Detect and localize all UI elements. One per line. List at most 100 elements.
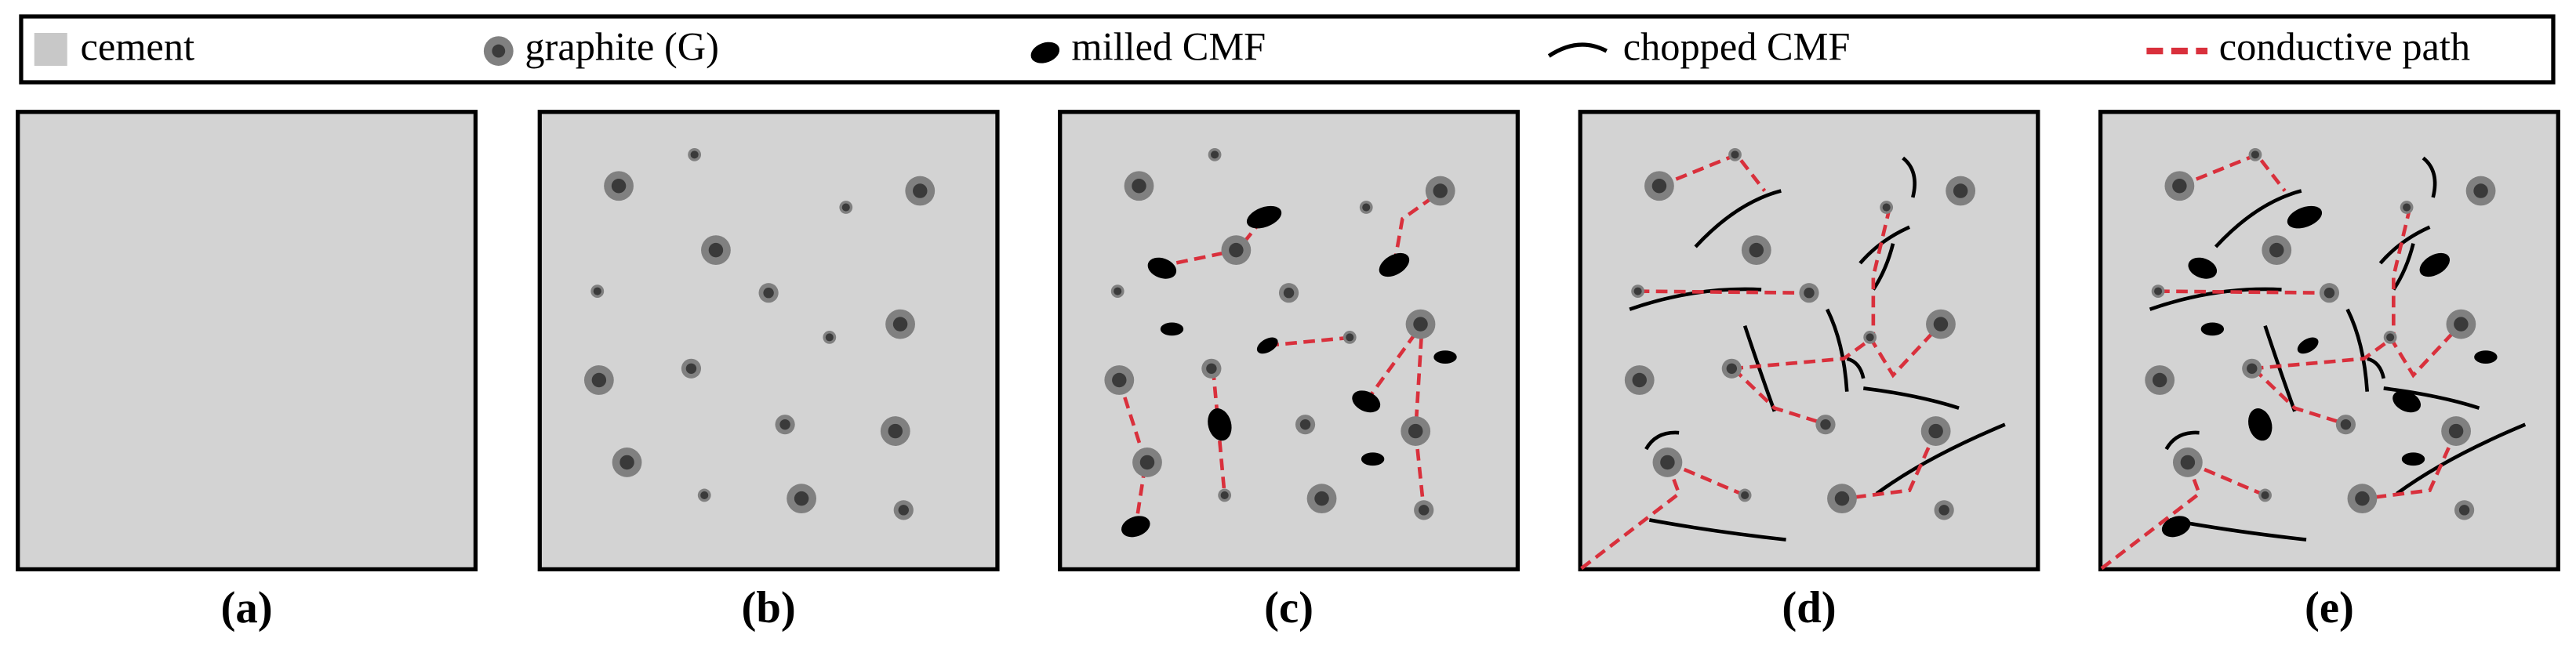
chopped-cmf (1826, 308, 1849, 392)
milled-cmf (1246, 205, 1282, 229)
milled-cmf (1352, 390, 1381, 413)
panels (16, 110, 2560, 572)
graphite-core (2473, 183, 2488, 198)
chopped-cmf (2214, 189, 2302, 248)
chopped-cmf (2378, 225, 2431, 265)
milled-cmf (2474, 350, 2498, 364)
graphite-core (591, 372, 607, 388)
graphite-core (1346, 333, 1354, 342)
legend-chopped-swatch (1547, 42, 1608, 58)
conductive-path (1392, 189, 1444, 266)
graphite-core (593, 287, 601, 295)
graphite-core (2448, 423, 2464, 439)
panel-label: (d) (1782, 583, 1836, 632)
graphite-core (2261, 491, 2269, 499)
graphite-core (2269, 242, 2284, 258)
panel (1578, 110, 2040, 572)
legend-cement-swatch (34, 32, 67, 66)
graphite-core (1938, 505, 1949, 516)
graphite-core (2355, 491, 2370, 506)
graphite-core (913, 183, 928, 198)
graphite-core (1413, 317, 1428, 332)
milled-cmf (2393, 390, 2422, 413)
chopped-cmf (1862, 386, 1960, 410)
chopped-cmf (2422, 156, 2437, 198)
graphite-core (1633, 287, 1642, 295)
graphite-core (690, 150, 699, 159)
legend-milled-swatch (1030, 42, 1060, 63)
graphite-core (1731, 150, 1739, 159)
graphite-core (1933, 317, 1949, 332)
panel-label: (e) (2305, 583, 2354, 632)
graphite-core (2172, 179, 2187, 194)
chopped-cmf (2392, 243, 2415, 291)
panel (537, 110, 1000, 572)
graphite-core (1804, 287, 1815, 299)
chopped-cmf (2263, 324, 2297, 412)
chopped-cmf (1902, 156, 1917, 198)
chopped-cmf (1858, 225, 1910, 265)
graphite-core (2247, 363, 2258, 375)
conductive-path (2389, 323, 2463, 379)
milled-cmf (1121, 516, 1150, 538)
graphite-core (1651, 179, 1667, 194)
milled-cmf (2287, 205, 2323, 229)
graphite-core (1660, 455, 1675, 470)
graphite-core (1299, 419, 1311, 430)
conductive-path (1267, 335, 1353, 348)
conductive-path (2186, 460, 2266, 498)
graphite-core (1433, 183, 1448, 198)
legend-label: graphite (G) (525, 25, 719, 69)
conductive-path (1843, 430, 1938, 501)
graphite-core (1132, 179, 1146, 194)
chopped-cmf (2345, 308, 2370, 392)
graphite-core (611, 179, 627, 194)
panel (2098, 110, 2560, 572)
milled-cmf (1208, 408, 1232, 441)
milled-cmf (1433, 350, 1457, 364)
chopped-cmf (2164, 430, 2200, 451)
graphite-core (2454, 317, 2469, 332)
conductive-path (2158, 289, 2330, 295)
graphite-core (1632, 372, 1647, 388)
conductive-path (2251, 335, 2395, 371)
conductive-path (1871, 207, 1892, 338)
milled-cmf (1361, 452, 1385, 466)
milled-cmf (1147, 257, 1177, 279)
chopped-cmf (1742, 324, 1777, 412)
graphite-core (1314, 491, 1329, 506)
graphite-core (1362, 203, 1371, 212)
graphite-core (1834, 491, 1850, 506)
conductive-path (1731, 335, 1875, 371)
graphite-core (1726, 363, 1738, 375)
graphite-core (1112, 372, 1127, 388)
milled-cmf (2297, 337, 2319, 354)
graphite-core (708, 242, 724, 258)
graphite-core (2323, 287, 2335, 299)
panel (16, 110, 478, 572)
graphite-core (1953, 183, 1968, 198)
legend-label: milled CMF (1071, 25, 1266, 69)
legend-graphite-swatch (492, 44, 506, 58)
milled-cmf (2419, 252, 2451, 277)
graphite-core (1408, 423, 1423, 439)
legend-box (19, 14, 2556, 85)
graphite-core (779, 419, 790, 430)
milled-cmf (1160, 322, 1184, 336)
graphite-core (2458, 505, 2470, 516)
chopped-cmf (1875, 422, 2006, 495)
chopped-cmf (1846, 357, 1866, 379)
chopped-cmf (1694, 189, 1782, 248)
graphite-core (2154, 287, 2163, 295)
panel-label: (c) (1264, 583, 1313, 632)
graphite-core (1820, 419, 1831, 430)
chopped-cmf (2367, 357, 2385, 379)
graphite-core (794, 491, 809, 506)
legend-label: conductive path (2219, 25, 2470, 69)
graphite-core (2340, 419, 2352, 430)
conductive-path (2391, 207, 2412, 338)
conductive-path (2252, 367, 2349, 426)
graphite-core (1139, 455, 1155, 470)
